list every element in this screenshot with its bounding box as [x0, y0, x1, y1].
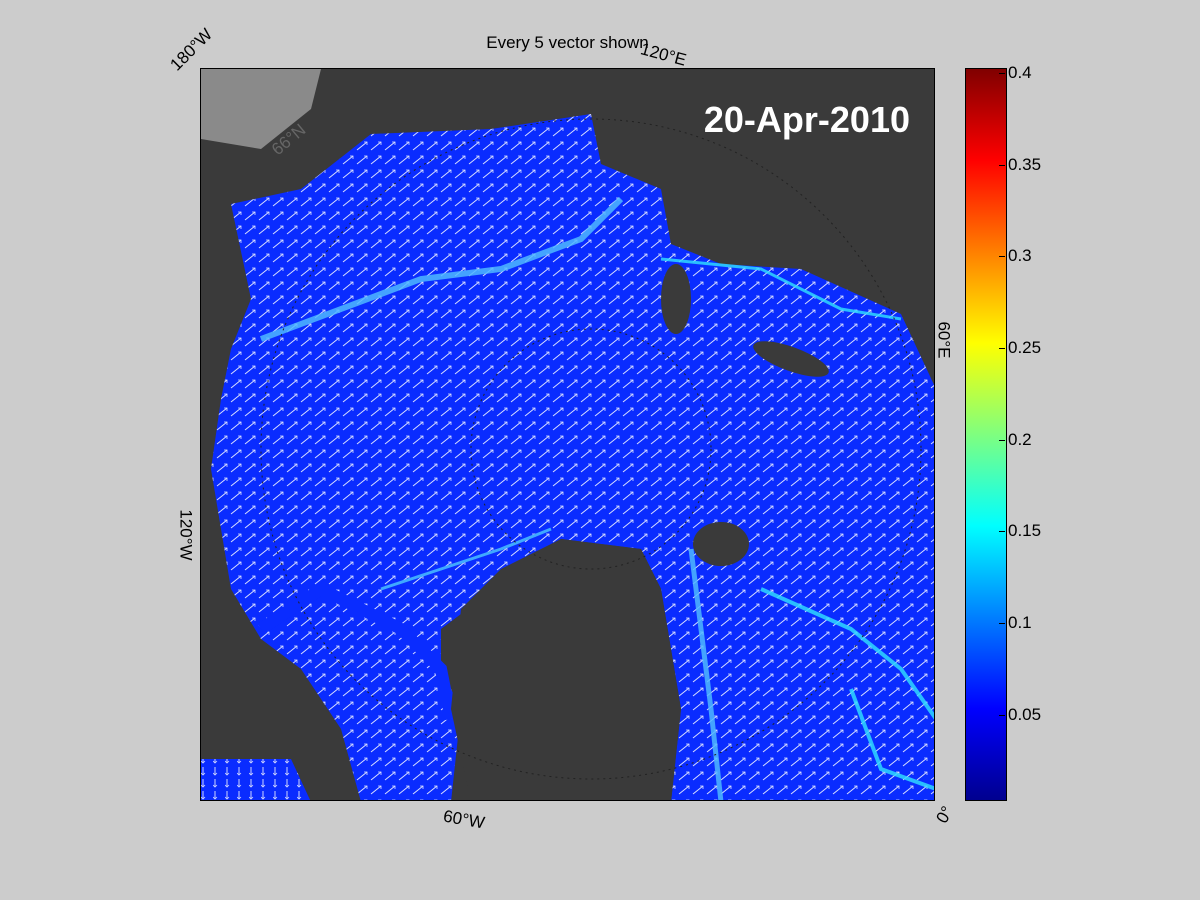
lon-label-0: 0° [932, 802, 957, 827]
island [753, 341, 829, 377]
island [693, 522, 749, 566]
channel [257, 582, 457, 721]
lon-label-60e: 60°E [934, 321, 954, 359]
colorbar-tick: 0.15 [998, 521, 1042, 540]
colorbar-tick: 0.3 [999, 246, 1032, 265]
map-canvas [201, 69, 934, 800]
colorbar-tick: 0.25 [998, 338, 1042, 357]
colorbar [965, 68, 1007, 801]
island [661, 264, 691, 334]
lon-label-120w: 120°W [176, 509, 196, 561]
ice-drift-map: 20-Apr-2010 [200, 68, 935, 801]
land-siberia-light [201, 69, 321, 149]
colorbar-tick: 0.2 [999, 430, 1032, 449]
current-streak [259, 196, 624, 342]
colorbar-tick: 0.4 [999, 63, 1032, 82]
lon-label-60w: 60°W [441, 806, 487, 833]
figure-title: Every 5 vector shown [486, 33, 649, 52]
greenland-land [451, 539, 681, 800]
colorbar-tick: 0.05 [998, 705, 1042, 724]
date-label: 20-Apr-2010 [703, 99, 910, 140]
colorbar-tick: 0.1 [999, 613, 1032, 632]
colorbar-tick: 0.35 [998, 155, 1042, 174]
